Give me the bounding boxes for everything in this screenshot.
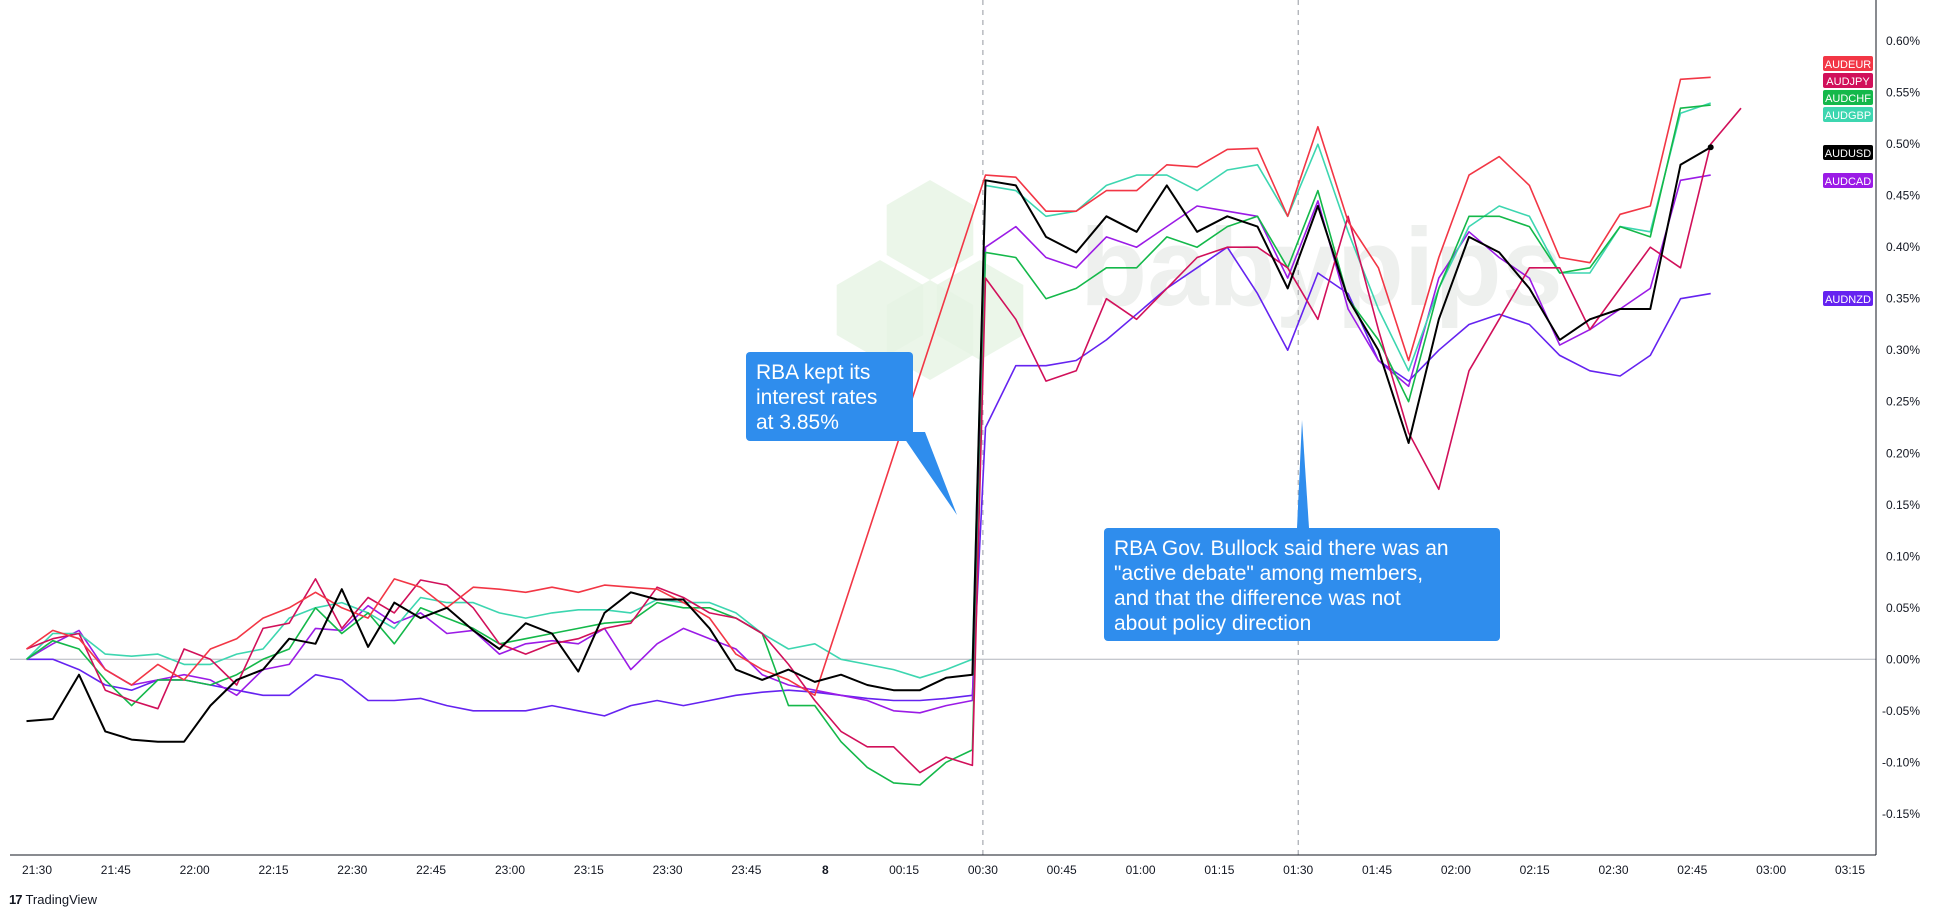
x-tick-label: 00:15: [889, 863, 919, 877]
series-line-audusd: [26, 146, 1712, 743]
x-tick-label: 02:45: [1677, 863, 1707, 877]
x-tick-label: 23:15: [574, 863, 604, 877]
y-tick-label: 0.40%: [1886, 240, 1920, 254]
series-tag-label: AUDGBP: [1825, 110, 1871, 122]
x-tick-label: 01:00: [1126, 863, 1156, 877]
annotation-rba-rates: RBA kept its interest rates at 3.85%: [746, 352, 913, 441]
series-tag-audcad: [1823, 173, 1873, 188]
x-tick-label: 21:45: [101, 863, 131, 877]
x-tick-label: 23:00: [495, 863, 525, 877]
series-tag-label: AUDUSD: [1825, 148, 1872, 160]
y-tick-label: 0.00%: [1886, 652, 1920, 666]
y-tick-label: 0.10%: [1886, 549, 1920, 563]
series-line-audnzd: [26, 246, 1711, 717]
callout-pointer-rba: [900, 432, 957, 515]
series-tag-audusd: [1823, 145, 1873, 160]
x-tick-label: 01:30: [1283, 863, 1313, 877]
series-line-audcad: [26, 174, 1711, 714]
series-tag-audjpy: [1823, 73, 1873, 88]
annotation-bullock-debate: RBA Gov. Bullock said there was an "acti…: [1104, 528, 1500, 641]
series-tag-label: AUDJPY: [1826, 76, 1870, 88]
series-tag-audgbp: [1823, 107, 1873, 122]
x-tick-label: 21:30: [22, 863, 52, 877]
y-tick-label: 0.45%: [1886, 189, 1920, 203]
tradingview-logo[interactable]: 17 TradingView: [9, 892, 97, 907]
series-line-audeur: [26, 76, 1711, 697]
y-tick-label: -0.10%: [1882, 755, 1920, 769]
y-tick-label: 0.25%: [1886, 395, 1920, 409]
y-tick-label: 0.60%: [1886, 34, 1920, 48]
x-tick-label: 8: [822, 863, 829, 877]
y-tick-label: 0.35%: [1886, 292, 1920, 306]
series-tag-label: AUDCAD: [1825, 176, 1872, 188]
series-tag-audnzd: [1823, 291, 1873, 306]
series-tag-audchf: [1823, 90, 1873, 105]
watermark-text: babypips: [1080, 206, 1563, 329]
x-tick-label: 02:00: [1441, 863, 1471, 877]
y-tick-label: 0.55%: [1886, 86, 1920, 100]
series-tag-label: AUDNZD: [1825, 294, 1871, 306]
x-tick-label: 23:45: [731, 863, 761, 877]
y-tick-label: 0.30%: [1886, 343, 1920, 357]
series-line-audchf: [26, 104, 1711, 786]
x-tick-label: 03:15: [1835, 863, 1865, 877]
x-tick-label: 00:30: [968, 863, 998, 877]
x-tick-label: 01:15: [1204, 863, 1234, 877]
x-tick-label: 23:30: [653, 863, 683, 877]
x-tick-label: 01:45: [1362, 863, 1392, 877]
x-tick-label: 03:00: [1756, 863, 1786, 877]
callout-pointer-bullock: [1297, 420, 1309, 528]
x-tick-label: 22:00: [180, 863, 210, 877]
y-tick-label: -0.15%: [1882, 807, 1920, 821]
y-tick-label: -0.05%: [1882, 704, 1920, 718]
series-tag-label: AUDEUR: [1825, 59, 1872, 71]
audusd-end-dot: [1707, 144, 1714, 151]
tradingview-logo-icon: 17: [9, 892, 23, 907]
x-tick-label: 02:15: [1520, 863, 1550, 877]
y-tick-label: 0.50%: [1886, 137, 1920, 151]
x-tick-label: 02:30: [1598, 863, 1628, 877]
watermark-hex-0: [886, 180, 974, 280]
series-tag-label: AUDCHF: [1825, 93, 1871, 105]
series-line-audjpy: [26, 107, 1742, 774]
x-tick-label: 22:45: [416, 863, 446, 877]
y-tick-label: 0.15%: [1886, 498, 1920, 512]
y-tick-label: 0.20%: [1886, 446, 1920, 460]
x-tick-label: 00:45: [1047, 863, 1077, 877]
y-tick-label: 0.05%: [1886, 601, 1920, 615]
series-tag-audeur: [1823, 56, 1873, 71]
tradingview-label: TradingView: [25, 892, 98, 907]
x-tick-label: 22:15: [258, 863, 288, 877]
x-tick-label: 22:30: [337, 863, 367, 877]
